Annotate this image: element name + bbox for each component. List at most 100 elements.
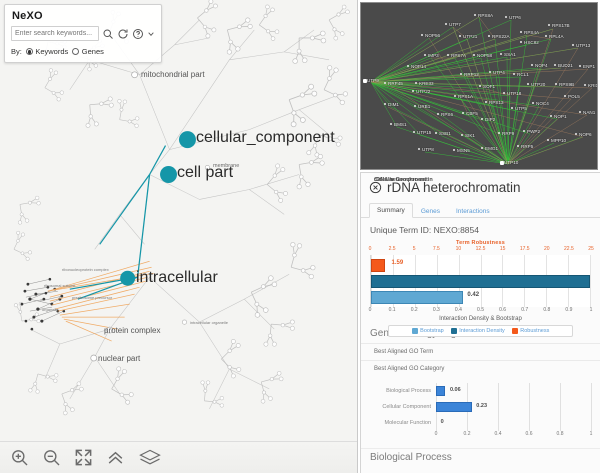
- gene-label[interactable]: RPS22A: [492, 34, 510, 39]
- graph-label-intracellular[interactable]: intracellular: [136, 269, 218, 286]
- gene-label[interactable]: RPS6: [441, 112, 454, 117]
- gene-node[interactable]: [498, 132, 501, 135]
- gene-node[interactable]: [363, 79, 367, 83]
- gene-node[interactable]: [474, 14, 477, 17]
- gene-label[interactable]: SSA1: [504, 52, 516, 57]
- legend-item[interactable]: Interaction Density: [450, 328, 505, 334]
- gene-node[interactable]: [407, 65, 410, 68]
- gene-label[interactable]: POL5: [568, 94, 580, 99]
- gene-node[interactable]: [481, 118, 484, 121]
- gene-node[interactable]: [527, 83, 530, 86]
- gene-node[interactable]: [500, 161, 504, 165]
- gene-label[interactable]: UTP18: [507, 91, 522, 96]
- gene-label[interactable]: NOP14: [411, 64, 427, 69]
- gene-label[interactable]: NOP56: [425, 33, 441, 38]
- gene-node[interactable]: [424, 54, 427, 57]
- tab-interactions[interactable]: Interactions: [455, 208, 490, 215]
- graph-label-organelle[interactable]: organelle: [42, 307, 59, 312]
- gene-node[interactable]: [545, 35, 548, 38]
- gene-label[interactable]: NOC4: [536, 101, 549, 106]
- gene-label[interactable]: UTP8: [422, 147, 434, 152]
- graph-label-preribosome-precursor[interactable]: preribosome precursor: [72, 295, 113, 300]
- graph-label-intracellular-organelle[interactable]: intracellular organelle: [190, 320, 229, 325]
- search-icon[interactable]: [102, 28, 114, 40]
- gene-label[interactable]: HSC82: [524, 40, 539, 45]
- fit-to-screen-icon[interactable]: [74, 448, 93, 467]
- gene-node[interactable]: [584, 84, 587, 87]
- gene-node[interactable]: [437, 113, 440, 116]
- gene-node[interactable]: [454, 95, 457, 98]
- graph-label-mitochondrial-part[interactable]: mitochondrial part: [141, 70, 205, 79]
- gene-label[interactable]: DIM1: [388, 102, 399, 107]
- gene-label[interactable]: UTP21: [463, 34, 478, 39]
- gene-node[interactable]: [575, 133, 578, 136]
- gene-node[interactable]: [479, 85, 482, 88]
- gene-node[interactable]: [473, 54, 476, 57]
- close-icon[interactable]: [369, 181, 382, 194]
- gene-label[interactable]: NOP6: [579, 132, 592, 137]
- gene-node[interactable]: [550, 115, 553, 118]
- gene-label[interactable]: UTP15: [417, 130, 432, 135]
- gene-node[interactable]: [485, 101, 488, 104]
- graph-label-cellular-component[interactable]: cellular_component: [196, 129, 335, 146]
- collapse-up-icon[interactable]: [106, 448, 125, 467]
- gene-label[interactable]: DIP2: [485, 117, 496, 122]
- gene-label[interactable]: UTP7: [449, 22, 461, 27]
- graph-label-nuclear-part[interactable]: nuclear part: [98, 354, 141, 363]
- zoom-in-icon[interactable]: [10, 448, 29, 467]
- graph-label-ribosomal-subunit[interactable]: ribosomal subunit: [44, 283, 76, 288]
- gene-node[interactable]: [453, 149, 456, 152]
- gene-node[interactable]: [421, 34, 424, 37]
- gene-label[interactable]: SIK1: [465, 133, 475, 138]
- gene-node[interactable]: [531, 64, 534, 67]
- gene-label[interactable]: MPP10: [551, 138, 567, 143]
- gene-node[interactable]: [459, 35, 462, 38]
- gene-node[interactable]: [390, 123, 393, 126]
- gene-label[interactable]: RRP12: [464, 72, 479, 77]
- gene-label[interactable]: ENP1: [583, 64, 596, 69]
- gene-label[interactable]: RPS8A: [478, 13, 494, 18]
- tab-summary[interactable]: Summary: [369, 203, 413, 218]
- legend-item[interactable]: Bootstrap: [411, 328, 444, 334]
- gene-node[interactable]: [520, 41, 523, 44]
- gene-node[interactable]: [445, 23, 448, 26]
- gene-label[interactable]: SSB1: [439, 131, 451, 136]
- gene-node[interactable]: [415, 82, 418, 85]
- gene-label[interactable]: RPS17B: [552, 23, 570, 28]
- refresh-icon[interactable]: [117, 28, 129, 40]
- gene-node[interactable]: [481, 147, 484, 150]
- gene-label[interactable]: UTP20: [531, 82, 546, 87]
- gene-label[interactable]: NAN1: [583, 110, 596, 115]
- search-input[interactable]: [11, 26, 99, 41]
- gene-node[interactable]: [435, 132, 438, 135]
- gene-label[interactable]: UTP13: [576, 43, 591, 48]
- gene-node[interactable]: [579, 65, 582, 68]
- tab-genes[interactable]: Genes: [420, 208, 440, 215]
- gene-label[interactable]: UTP4: [493, 70, 505, 75]
- gene-node[interactable]: [413, 131, 416, 134]
- gene-node[interactable]: [520, 31, 523, 34]
- gene-node[interactable]: [503, 92, 506, 95]
- gene-label[interactable]: RPS13: [489, 100, 504, 105]
- gene-node[interactable]: [461, 134, 464, 137]
- gene-label[interactable]: UTP22: [416, 89, 431, 94]
- zoom-out-icon[interactable]: [42, 448, 61, 467]
- gene-label[interactable]: UTP9: [367, 78, 379, 83]
- gene-node[interactable]: [500, 53, 503, 56]
- gene-node[interactable]: [572, 44, 575, 47]
- gene-label[interactable]: BUD21: [558, 63, 573, 68]
- gene-node[interactable]: [460, 73, 463, 76]
- graph-label-cell-part[interactable]: cell part: [177, 164, 234, 181]
- gene-label[interactable]: RPL4A: [549, 34, 564, 39]
- gene-label[interactable]: RRP9: [502, 131, 515, 136]
- gene-node[interactable]: [547, 139, 550, 142]
- gene-node[interactable]: [489, 71, 492, 74]
- gene-label[interactable]: BMS1: [394, 122, 407, 127]
- gene-node[interactable]: [554, 64, 557, 67]
- gene-node[interactable]: [414, 105, 417, 108]
- gene-label[interactable]: RPS4A: [524, 30, 540, 35]
- help-icon[interactable]: [132, 28, 144, 40]
- graph-label-protein-complex[interactable]: protein complex: [104, 326, 161, 335]
- gene-label[interactable]: UTP10: [504, 160, 519, 165]
- gene-label[interactable]: SOF1: [483, 84, 495, 89]
